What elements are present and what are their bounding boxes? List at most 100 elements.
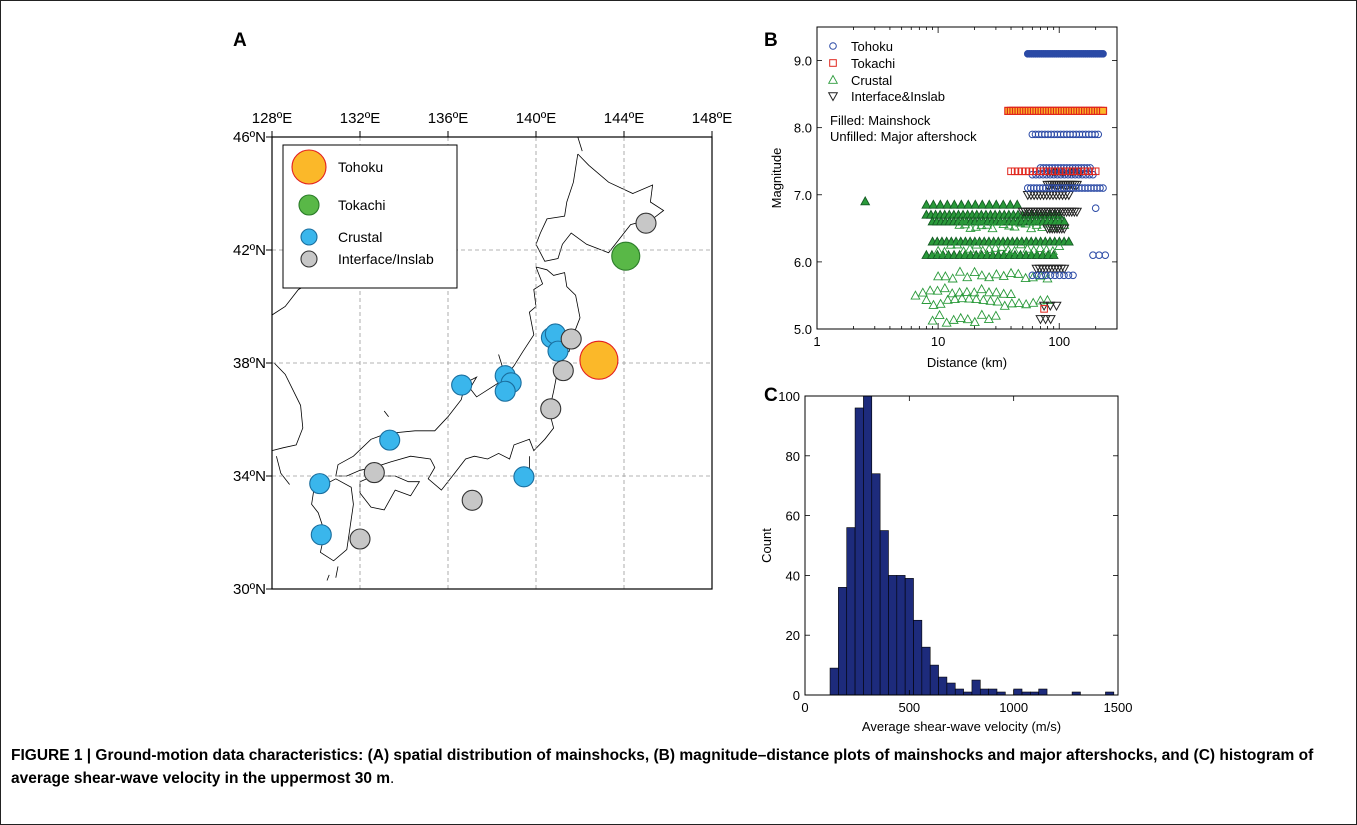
crustal-point bbox=[981, 219, 993, 229]
b-legend-note: Filled: Mainshock bbox=[830, 113, 931, 128]
crustal-point bbox=[933, 271, 944, 281]
tokachi-point bbox=[1040, 305, 1048, 313]
tohoku-point bbox=[1057, 184, 1065, 192]
inter-point bbox=[1071, 207, 1083, 218]
map-x-tick-label: 144ºE bbox=[604, 110, 645, 127]
crustal-point bbox=[1005, 199, 1016, 209]
crustal-point bbox=[927, 315, 938, 325]
c-y-tick-label: 60 bbox=[786, 509, 800, 524]
crustal-marker bbox=[451, 374, 473, 396]
crustal-point bbox=[998, 199, 1009, 209]
c-y-tick-label: 20 bbox=[786, 628, 800, 643]
histogram-bar bbox=[888, 575, 898, 696]
crustal-point bbox=[940, 271, 951, 281]
tohoku-point bbox=[1091, 130, 1099, 139]
crustal-point bbox=[977, 199, 988, 209]
b-x-tick-label: 10 bbox=[931, 334, 945, 349]
crustal-point bbox=[949, 199, 960, 209]
histogram-bar bbox=[896, 575, 906, 696]
crustal-point bbox=[956, 199, 967, 209]
crustal-point bbox=[962, 313, 973, 324]
coastline-segment bbox=[326, 574, 330, 581]
crustal-point bbox=[1006, 298, 1017, 308]
c-x-tick-label: 500 bbox=[898, 700, 920, 715]
crustal-point bbox=[969, 287, 980, 297]
histogram-bar bbox=[938, 676, 948, 696]
map-markers bbox=[309, 212, 657, 550]
b-y-tick-label: 9.0 bbox=[794, 54, 812, 69]
b-legend-label: Crustal bbox=[851, 73, 892, 88]
c-bars bbox=[829, 395, 1115, 696]
map-y-tick-label: 46ºN bbox=[233, 129, 266, 146]
map-x-tick-label: 132ºE bbox=[340, 110, 381, 127]
coastline-segment bbox=[276, 456, 290, 485]
legend-label: Crustal bbox=[338, 229, 382, 245]
histogram-bar bbox=[829, 667, 839, 696]
inter-point bbox=[1045, 301, 1056, 312]
crustal-point bbox=[1005, 288, 1017, 298]
b-points bbox=[860, 50, 1110, 327]
tohoku-point bbox=[1081, 184, 1089, 192]
map-y-tick-label: 34ºN bbox=[233, 468, 266, 485]
crustal-point bbox=[1013, 268, 1024, 278]
crustal-point bbox=[998, 270, 1009, 280]
crustal-point bbox=[983, 287, 995, 297]
crustal-point bbox=[1031, 219, 1042, 229]
crustal-point bbox=[910, 290, 921, 300]
histogram-bar bbox=[1013, 688, 1023, 696]
tohoku-point bbox=[1051, 271, 1059, 280]
tohoku-marker bbox=[579, 340, 619, 380]
tohoku-point bbox=[1075, 184, 1083, 192]
b-legend-label: Tokachi bbox=[851, 56, 895, 71]
crustal-point bbox=[987, 222, 998, 233]
histogram-bar bbox=[946, 682, 956, 696]
tokachi-legend-marker bbox=[829, 59, 837, 67]
histogram-bar bbox=[929, 664, 939, 696]
map-x-tick-label: 128ºE bbox=[252, 110, 293, 127]
tohoku-point bbox=[1028, 271, 1037, 280]
interface-marker bbox=[461, 489, 483, 511]
tohoku-point bbox=[1029, 184, 1038, 192]
map-x-tick-label: 148ºE bbox=[692, 110, 733, 127]
crustal-point bbox=[935, 298, 946, 308]
histogram-bar bbox=[854, 407, 864, 696]
map-y-tick-label: 38ºN bbox=[233, 355, 266, 372]
crustal-point bbox=[1015, 217, 1026, 227]
crustal-point bbox=[1013, 297, 1025, 308]
histogram-bar bbox=[1038, 688, 1048, 696]
map-y-tick-label: 30ºN bbox=[233, 581, 266, 598]
inter-point bbox=[1059, 224, 1070, 234]
crustal-point bbox=[961, 286, 972, 296]
tohoku-point bbox=[1066, 184, 1074, 192]
b-x-tick-label: 100 bbox=[1048, 334, 1070, 349]
crustal-point bbox=[984, 199, 995, 209]
crustal-point bbox=[947, 288, 958, 298]
map-legend: Tohoku Tokachi Crustal Interface/Inslab bbox=[282, 144, 458, 289]
crustal-point bbox=[934, 309, 945, 320]
crustal-point bbox=[999, 300, 1010, 310]
crustal-point bbox=[984, 272, 995, 282]
histogram-bar bbox=[863, 395, 873, 696]
crustal-point bbox=[933, 245, 944, 255]
tohoku-point bbox=[1090, 184, 1098, 192]
tohoku-point bbox=[1072, 184, 1080, 192]
b-x-tick-label: 1 bbox=[813, 334, 820, 349]
crustal-point bbox=[977, 245, 988, 255]
crustal-point bbox=[976, 270, 987, 280]
crustal-point bbox=[965, 222, 976, 232]
crustal-point bbox=[959, 219, 971, 229]
map-x-tick-label: 136ºE bbox=[428, 110, 469, 127]
tohoku-point bbox=[1046, 271, 1055, 280]
crustal-point bbox=[964, 293, 975, 303]
tokachi-marker bbox=[611, 241, 641, 271]
histogram-bar bbox=[838, 587, 848, 696]
crustal-point bbox=[939, 246, 950, 256]
crustal-point bbox=[990, 242, 1001, 252]
crustal-legend-marker bbox=[300, 228, 318, 246]
crustal-point bbox=[991, 269, 1002, 279]
crustal-point bbox=[1028, 245, 1039, 255]
crustal-point bbox=[992, 216, 1004, 226]
tohoku-point bbox=[1042, 271, 1050, 280]
